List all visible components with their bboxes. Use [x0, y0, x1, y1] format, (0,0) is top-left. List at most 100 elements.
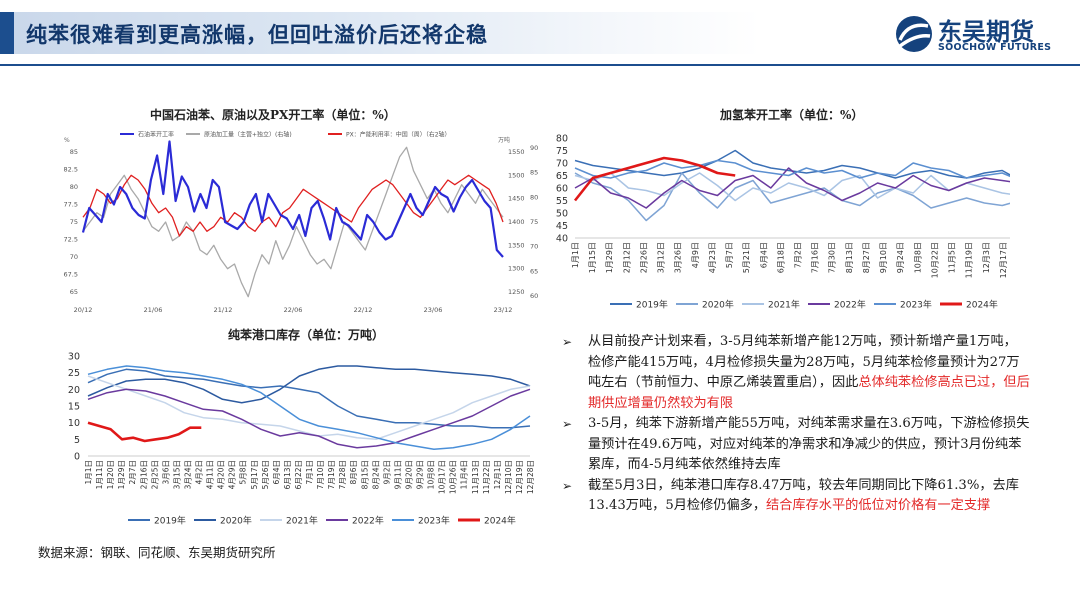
left-tick-label: 80: [70, 183, 78, 191]
x-tick-label: 4月29日: [228, 460, 237, 489]
left-tick-label: 82.5: [64, 166, 78, 174]
x-tick-label: 4月9日: [691, 242, 700, 268]
x-tick-label: 10月26日: [449, 460, 458, 494]
arrow-icon: ➢: [562, 417, 573, 431]
x-tick-label: 8月6日: [349, 460, 358, 485]
chart-sinopec-title: 中国石油苯、原油以及PX开工率（单位：%）: [150, 108, 396, 122]
chart-port: 30 25 20 15 10 5 0 1月1日 1月11日 1月20日 1月29日 2月7日 2月16日…: [68, 352, 535, 527]
legend-label: 2021年: [768, 299, 800, 311]
bullet-1-highlight: 总体纯苯检修高点已过，但后期供应增量仍然较为有限: [588, 375, 1030, 411]
x-tick-label: 9月29日: [416, 460, 425, 489]
x-tick-label: 3月6日: [161, 460, 170, 485]
x-tick-label: 7月28日: [338, 460, 347, 489]
x-tick-label: 12月3日: [982, 242, 991, 273]
x-tick-label: 6月13日: [283, 460, 292, 489]
y-tick-label: 60: [556, 184, 568, 195]
x-tick-label: 22/12: [354, 306, 373, 314]
x-tick-label: 2月25日: [150, 460, 159, 489]
right-tick-label: 1450: [508, 195, 525, 203]
x-tick-label: 9月11日: [393, 460, 402, 489]
x-tick-label: 21/12: [214, 306, 233, 314]
x-tick-label: 5月21日: [742, 242, 751, 273]
right-tick-label: 1500: [508, 171, 525, 179]
x-tick-label: 12月10日: [504, 460, 513, 494]
y-tick-label: 65: [556, 171, 568, 182]
x-tick-label: 1月29日: [117, 460, 126, 489]
x-tick-label: 12月28日: [526, 460, 535, 494]
x-tick-label: 2月26日: [639, 242, 648, 273]
bullet-1: ➢ 从目前投产计划来看，3-5月纯苯新增产能12万吨，预计新增产量1万吨，检修产…: [560, 332, 1030, 414]
x-tick-label: 23/12: [494, 306, 513, 314]
right2-tick-label: 90: [530, 144, 538, 152]
left-axis-unit: %: [64, 137, 70, 144]
x-tick-label: 7月19日: [327, 460, 336, 489]
chart-hydro-title: 加氢苯开工率（单位：%）: [720, 108, 864, 122]
bullet-1-text: 从目前投产计划来看，3-5月纯苯新增产能12万吨，预计新增产量1万吨，检修产能4…: [588, 334, 1020, 390]
x-tick-label: 7月1日: [305, 460, 314, 485]
chart-port-title: 纯苯港口库存（单位：万吨）: [228, 328, 385, 342]
x-tick-label: 10月17日: [438, 460, 447, 494]
y-tick-label: 5: [74, 435, 80, 446]
y-tick-label: 0: [74, 452, 80, 463]
x-tick-label: 1月1日: [571, 242, 580, 268]
right2-tick-label: 75: [530, 218, 538, 226]
logo-icon: [896, 16, 932, 52]
series-line-2021年: [574, 172, 1010, 202]
page-title: 纯苯很难看到更高涨幅，但回吐溢价后还将企稳: [26, 22, 488, 47]
bullet-3: ➢ 截至5月3日，纯苯港口库存8.47万吨，较去年同期同比下降61.3%，去库1…: [560, 476, 1030, 517]
series-line-2022年: [87, 388, 531, 449]
crude-throughput-line: [82, 146, 504, 298]
legend-label: 2023年: [418, 515, 450, 527]
legend-label: 2020年: [702, 299, 734, 311]
x-tick-label: 4月2日: [195, 460, 204, 485]
bullet-3-text: 截至5月3日，纯苯港口库存8.47万吨，较去年同期同比下降61.3%，去库13.…: [588, 477, 1019, 514]
company-logo: 东吴期货 SOOCHOW FUTURES: [894, 14, 1074, 58]
x-tick-label: 8月15日: [360, 460, 369, 489]
legend-label: 2022年: [834, 299, 866, 311]
x-tick-label: 7月2日: [794, 242, 803, 268]
x-tick-label: 8月13日: [845, 242, 854, 273]
x-tick-label: 1月29日: [605, 242, 614, 273]
left-tick-label: 65: [70, 288, 78, 296]
header: 纯苯很难看到更高涨幅，但回吐溢价后还将企稳 东吴期货 SOOCHOW FUTUR…: [0, 0, 1080, 66]
bullet-3-highlight: 结合库存水平的低位对价格有一定支撑: [766, 498, 991, 513]
legend-label: 原油加工量（主营+独立）(右轴): [204, 131, 292, 139]
x-tick-label: 5月26日: [261, 460, 270, 489]
x-tick-label: 11月13日: [471, 460, 480, 494]
series-line-2020年: [87, 365, 531, 404]
x-tick-label: 7月30日: [828, 242, 837, 273]
left-tick-label: 72.5: [64, 236, 78, 244]
x-tick-label: 4月20日: [217, 460, 226, 489]
bullet-2-text: 3-5月，纯苯下游新增产能55万吨，对纯苯需求量在3.6万吨，下游检修损失量预计…: [588, 416, 1030, 472]
x-tick-label: 11月19日: [965, 242, 974, 278]
x-tick-label: 22/06: [284, 306, 303, 314]
chart-sinopec: % 万吨 85 82.5 80 77.5 75 72.5 70 67.5 65 1550 1500 145…: [64, 131, 538, 315]
arrow-icon: ➢: [562, 478, 573, 493]
x-tick-label: 9月20日: [404, 460, 413, 489]
x-tick-label: 3月15日: [172, 460, 181, 489]
x-tick-label: 4月11日: [206, 460, 215, 489]
y-tick-label: 40: [556, 234, 568, 245]
x-tick-label: 5月8日: [239, 460, 248, 485]
right-axis-unit: 万吨: [498, 136, 510, 144]
series-line-2022年: [574, 167, 1010, 209]
x-tick-label: 1月15日: [588, 242, 597, 273]
right2-tick-label: 70: [530, 243, 538, 251]
x-tick-label: 3月12日: [657, 242, 666, 273]
x-tick-label: 8月27日: [862, 242, 871, 273]
benzene-rate-line: [81, 140, 504, 258]
logo-name: 东吴期货: [938, 18, 1034, 46]
x-tick-label: 1月11日: [95, 460, 104, 489]
series-line-2023年: [87, 365, 531, 451]
x-tick-label: 11月4日: [460, 460, 469, 489]
y-tick-label: 10: [68, 418, 80, 429]
series-line-2023年: [574, 159, 1010, 179]
x-tick-label: 10月8日: [427, 460, 436, 489]
x-tick-label: 2月12日: [622, 242, 631, 273]
left-tick-label: 85: [70, 148, 78, 156]
legend-label: 2021年: [286, 515, 318, 527]
x-tick-label: 1月20日: [106, 460, 115, 489]
y-tick-label: 45: [556, 221, 568, 232]
x-tick-label: 2月16日: [139, 460, 148, 489]
y-tick-label: 50: [556, 209, 568, 220]
